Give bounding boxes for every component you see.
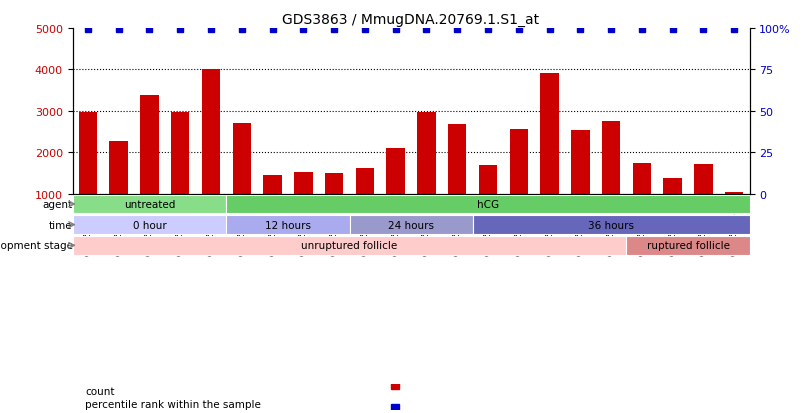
- FancyBboxPatch shape: [73, 195, 226, 214]
- Bar: [294, 173, 313, 194]
- Bar: [325, 173, 343, 194]
- Bar: [202, 70, 220, 194]
- Text: 12 hours: 12 hours: [265, 220, 311, 230]
- FancyBboxPatch shape: [226, 195, 750, 214]
- Bar: [233, 123, 251, 194]
- Bar: [110, 142, 128, 194]
- Bar: [386, 149, 405, 194]
- Bar: [540, 74, 559, 194]
- FancyBboxPatch shape: [350, 216, 472, 235]
- Text: count: count: [85, 387, 115, 396]
- Bar: [633, 163, 651, 194]
- Bar: [448, 124, 467, 194]
- Bar: [694, 165, 713, 194]
- Text: development stage: development stage: [0, 241, 73, 251]
- Text: 36 hours: 36 hours: [588, 220, 634, 230]
- Bar: [602, 121, 621, 194]
- Text: unruptured follicle: unruptured follicle: [301, 241, 397, 251]
- Bar: [79, 112, 98, 194]
- Text: hCG: hCG: [477, 199, 499, 209]
- FancyBboxPatch shape: [626, 236, 750, 255]
- Bar: [355, 169, 374, 194]
- Text: time: time: [49, 220, 73, 230]
- Bar: [171, 113, 189, 194]
- Bar: [663, 179, 682, 194]
- Text: 24 hours: 24 hours: [388, 220, 434, 230]
- Text: ruptured follicle: ruptured follicle: [646, 241, 729, 251]
- Text: untreated: untreated: [124, 199, 175, 209]
- Bar: [479, 166, 497, 194]
- Bar: [264, 176, 282, 194]
- FancyBboxPatch shape: [472, 216, 750, 235]
- Bar: [571, 131, 589, 194]
- FancyBboxPatch shape: [73, 236, 626, 255]
- Bar: [725, 193, 743, 194]
- Title: GDS3863 / MmugDNA.20769.1.S1_at: GDS3863 / MmugDNA.20769.1.S1_at: [282, 12, 540, 26]
- FancyBboxPatch shape: [73, 216, 226, 235]
- Bar: [509, 129, 528, 194]
- Text: percentile rank within the sample: percentile rank within the sample: [85, 399, 261, 409]
- Bar: [418, 113, 436, 194]
- Bar: [140, 95, 159, 194]
- Text: 0 hour: 0 hour: [133, 220, 166, 230]
- Text: agent: agent: [43, 199, 73, 209]
- FancyBboxPatch shape: [226, 216, 350, 235]
